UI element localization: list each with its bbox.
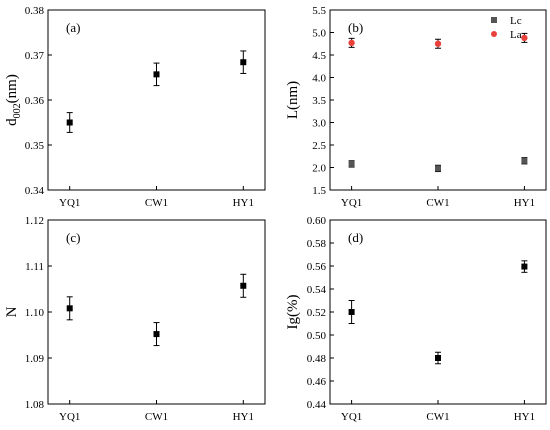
legend-label: Lc [510, 15, 522, 27]
x-tick-label: YQ1 [59, 411, 80, 423]
x-tick-label: CW1 [145, 411, 168, 423]
data-point [435, 165, 441, 172]
x-tick-label: HY1 [233, 411, 254, 423]
y-tick-label: 5.5 [312, 5, 326, 17]
y-axis-label: N [4, 306, 20, 317]
plot-frame [47, 219, 266, 405]
y-tick-label: 0.38 [25, 5, 45, 17]
x-tick-label: HY1 [514, 197, 535, 209]
y-tick-label: 0.48 [307, 353, 327, 365]
plot-frame [47, 9, 266, 191]
y-tick-label: 1.12 [25, 215, 44, 227]
y-axis-label: Ig(%) [285, 295, 301, 330]
y-tick-label: 0.35 [25, 140, 45, 152]
y-tick-label: 0.54 [307, 284, 327, 296]
x-tick-label: HY1 [233, 197, 254, 209]
panel-label: (b) [348, 20, 363, 35]
data-point [348, 309, 355, 315]
data-point [153, 71, 160, 78]
y-tick-label: 1.5 [312, 185, 326, 197]
data-point [434, 40, 442, 47]
panel-label: (d) [348, 230, 363, 245]
y-axis-label: L(nm) [285, 81, 301, 119]
data-point [66, 119, 73, 126]
legend: Lc La [491, 15, 522, 41]
series [348, 260, 528, 365]
x-tick-label: CW1 [426, 197, 449, 209]
data-point [240, 59, 247, 66]
data-point [521, 157, 528, 164]
y-tick-label: 3.0 [312, 118, 326, 130]
data-point [66, 305, 73, 312]
series-la [348, 32, 528, 49]
x-tick-label: CW1 [426, 411, 449, 423]
legend-label: La [510, 29, 522, 41]
panel-label: (a) [66, 20, 80, 35]
x-tick-label: YQ1 [59, 197, 80, 209]
x-tick-label: YQ1 [341, 411, 362, 423]
y-tick-label: 2.5 [312, 140, 326, 152]
y-tick-label: 1.11 [25, 261, 44, 273]
x-tick-label: YQ1 [341, 197, 362, 209]
data-point [435, 355, 441, 361]
data-point [153, 331, 160, 338]
y-tick-label: 3.5 [312, 95, 326, 107]
data-point [521, 34, 528, 42]
data-point [348, 160, 355, 167]
y-tick-label: 0.36 [25, 95, 45, 107]
y-tick-label: 1.10 [25, 307, 45, 319]
x-tick-label: HY1 [514, 411, 535, 423]
y-tick-label: 0.60 [307, 215, 327, 227]
y-tick-label: 0.46 [307, 376, 327, 388]
panel-a: 0.34 0.35 0.36 0.37 0.38 YQ1 CW1 HY1 (a) d002(nm) [4, 5, 266, 209]
y-tick-label: 4.5 [312, 50, 326, 62]
y-tick-label: 0.44 [307, 399, 327, 411]
legend-marker [491, 17, 497, 23]
y-tick-label: 5.0 [312, 28, 326, 40]
series-lc [348, 157, 528, 173]
panel-label: (c) [66, 230, 80, 245]
data-point [521, 263, 528, 270]
y-tick-label: 1.09 [25, 353, 45, 365]
y-tick-label: 0.56 [307, 261, 327, 273]
series [66, 273, 247, 347]
plot-frame [329, 219, 547, 405]
panel-b: 1.5 2.0 2.5 3.0 3.5 4.0 4.5 5.0 5.5 YQ1 CW1 HY1 (b) L… [285, 5, 547, 209]
y-axis-label: d002(nm) [4, 74, 23, 126]
y-tick-label: 1.08 [25, 399, 45, 411]
panel-c: 1.08 1.09 1.10 1.11 1.12 YQ1 CW1 HY1 (c) N [4, 215, 266, 423]
y-tick-label: 0.52 [307, 307, 326, 319]
x-tick-label: CW1 [145, 197, 168, 209]
series [66, 50, 247, 133]
data-point [348, 39, 355, 47]
y-tick-label: 0.34 [25, 185, 45, 197]
y-tick-label: 2.0 [312, 163, 326, 175]
y-tick-label: 0.37 [25, 50, 45, 62]
y-tick-label: 0.58 [307, 238, 327, 250]
y-tick-label: 0.50 [307, 330, 327, 342]
legend-marker [491, 31, 497, 37]
panel-d: 0.44 0.46 0.48 0.50 0.52 0.54 0.56 0.58 0.60 YQ1 C… [285, 215, 547, 423]
data-point [240, 282, 247, 289]
y-tick-label: 4.0 [312, 73, 326, 85]
